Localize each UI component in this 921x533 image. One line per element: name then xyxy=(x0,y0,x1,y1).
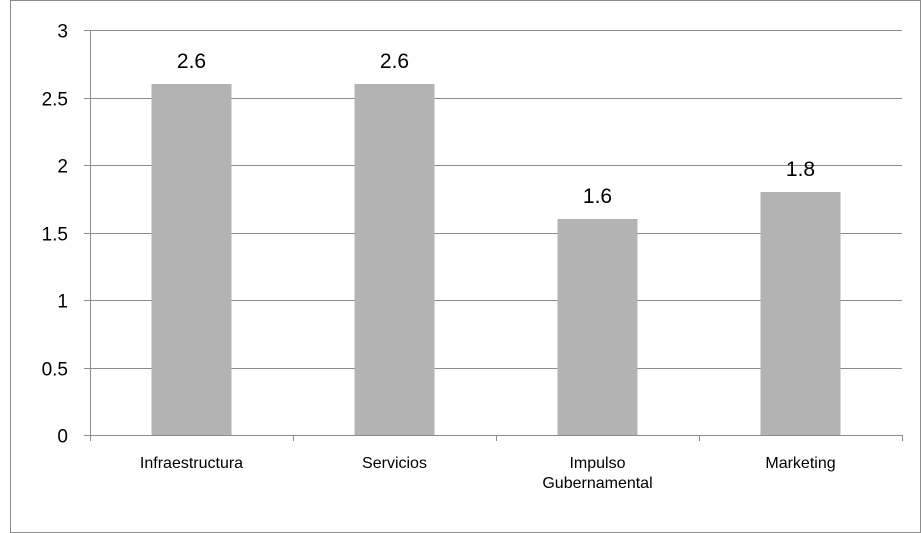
category-label-line: Impulso xyxy=(569,455,625,472)
category-label-line: Infraestructura xyxy=(140,455,243,472)
category-label: Impulso Gubernamental xyxy=(542,455,652,492)
y-tick-label: 0 xyxy=(57,427,68,448)
bar xyxy=(354,84,435,435)
data-label: 1.8 xyxy=(786,158,815,181)
data-label: 1.6 xyxy=(583,185,612,208)
y-tick-label: 2.5 xyxy=(42,90,68,111)
y-tick-label: 1.5 xyxy=(42,225,68,246)
y-tick-label: 2 xyxy=(57,157,68,178)
y-tick-label: 0.5 xyxy=(42,360,68,381)
category-label-line: Servicios xyxy=(362,455,427,472)
bar xyxy=(760,192,841,435)
bars xyxy=(151,84,841,435)
bar xyxy=(151,84,232,435)
category-label: Marketing xyxy=(765,455,835,472)
labels: 0 0.5 1 1.5 2 2.5 3 2.6 Infraestructura 2.6 Servic… xyxy=(42,22,836,493)
bar xyxy=(557,219,638,435)
category-label: Infraestructura xyxy=(140,455,243,472)
axes xyxy=(84,30,903,441)
y-tick-label: 3 xyxy=(57,22,68,43)
data-label: 2.6 xyxy=(380,50,409,73)
category-label-line: Marketing xyxy=(765,455,835,472)
data-label: 2.6 xyxy=(177,50,206,73)
y-tick-label: 1 xyxy=(57,292,68,313)
category-label: Servicios xyxy=(362,455,427,472)
category-label-line: Gubernamental xyxy=(542,475,652,492)
